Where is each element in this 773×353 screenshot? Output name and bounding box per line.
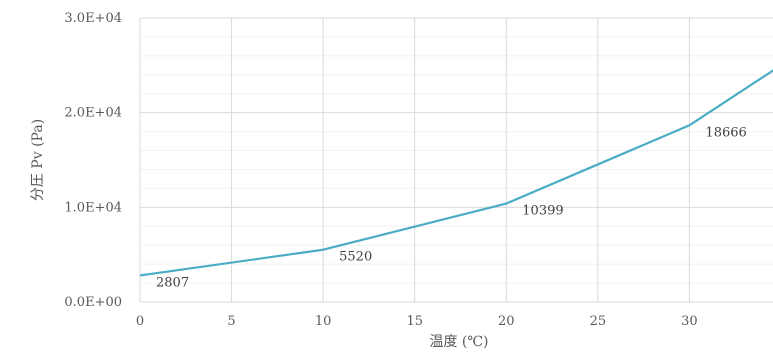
x-tick-label: 5 (227, 314, 235, 329)
x-axis-title: 温度 (℃) (429, 334, 488, 350)
y-axis-title: 分圧 Pv (Pa) (30, 119, 46, 201)
y-tick-label: 2.0E+04 (64, 106, 122, 121)
data-label: 10399 (522, 204, 563, 219)
x-tick-label: 30 (681, 314, 698, 329)
x-tick-label: 15 (406, 314, 423, 329)
y-tick-label: 3.0E+04 (64, 11, 122, 26)
x-tick-labels: 05101520253035 (136, 314, 773, 329)
data-label: 18666 (705, 125, 746, 140)
minor-gridlines (140, 36, 773, 284)
y-tick-labels: 0.0E+00 1.0E+04 2.0E+04 3.0E+04 (64, 11, 122, 310)
series-lines (139, 69, 773, 277)
x-tick-label: 10 (315, 314, 332, 329)
y-tick-label: 1.0E+04 (64, 200, 122, 215)
x-tick-label: 25 (590, 314, 607, 329)
data-label: 2807 (156, 275, 189, 290)
x-tick-label: 0 (136, 314, 144, 329)
data-labels: 2807 5520 10399 18666 (156, 125, 747, 290)
x-tick-label: 20 (498, 314, 515, 329)
series-line (139, 69, 773, 277)
y-tick-label: 0.0E+00 (64, 295, 122, 310)
data-label: 5520 (339, 250, 372, 265)
major-gridlines (139, 17, 773, 303)
